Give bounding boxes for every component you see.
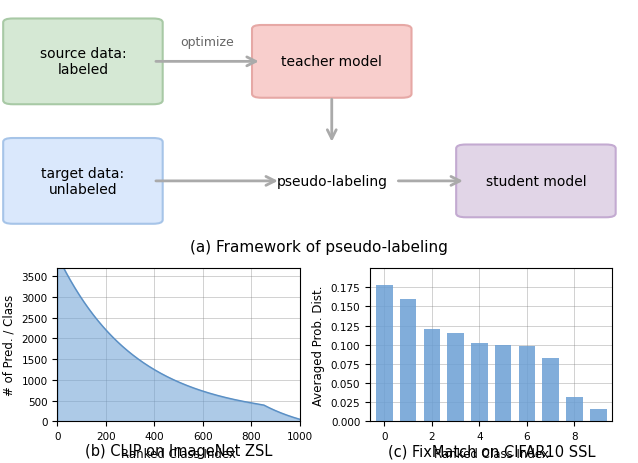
Bar: [542, 358, 559, 421]
FancyBboxPatch shape: [3, 19, 163, 105]
Bar: [376, 285, 392, 421]
Bar: [400, 299, 417, 421]
Text: student model: student model: [486, 175, 586, 188]
Text: pseudo-labeling: pseudo-labeling: [276, 175, 387, 188]
Text: (a) Framework of pseudo-labeling: (a) Framework of pseudo-labeling: [190, 239, 448, 254]
Text: source data:
labeled: source data: labeled: [40, 47, 126, 77]
Y-axis label: # of Pred. / Class: # of Pred. / Class: [3, 294, 16, 395]
Text: target data:
unlabeled: target data: unlabeled: [41, 166, 124, 197]
FancyBboxPatch shape: [456, 145, 616, 218]
Bar: [424, 330, 440, 421]
FancyBboxPatch shape: [3, 139, 163, 224]
Bar: [590, 409, 607, 421]
Bar: [495, 345, 512, 421]
Bar: [447, 333, 464, 421]
Y-axis label: Averaged Prob. Dist.: Averaged Prob. Dist.: [312, 285, 325, 405]
Text: optimize: optimize: [181, 36, 234, 49]
Text: (c) FixMatch on CIFAR10 SSL: (c) FixMatch on CIFAR10 SSL: [387, 444, 595, 458]
Text: (b) CLIP on ImageNet ZSL: (b) CLIP on ImageNet ZSL: [85, 444, 272, 458]
Bar: [519, 346, 535, 421]
Bar: [566, 397, 582, 421]
X-axis label: Ranked Class Index: Ranked Class Index: [121, 446, 236, 459]
Bar: [471, 344, 487, 421]
FancyBboxPatch shape: [252, 26, 412, 99]
X-axis label: Ranked Class Index: Ranked Class Index: [434, 446, 549, 459]
Text: teacher model: teacher model: [281, 55, 382, 69]
